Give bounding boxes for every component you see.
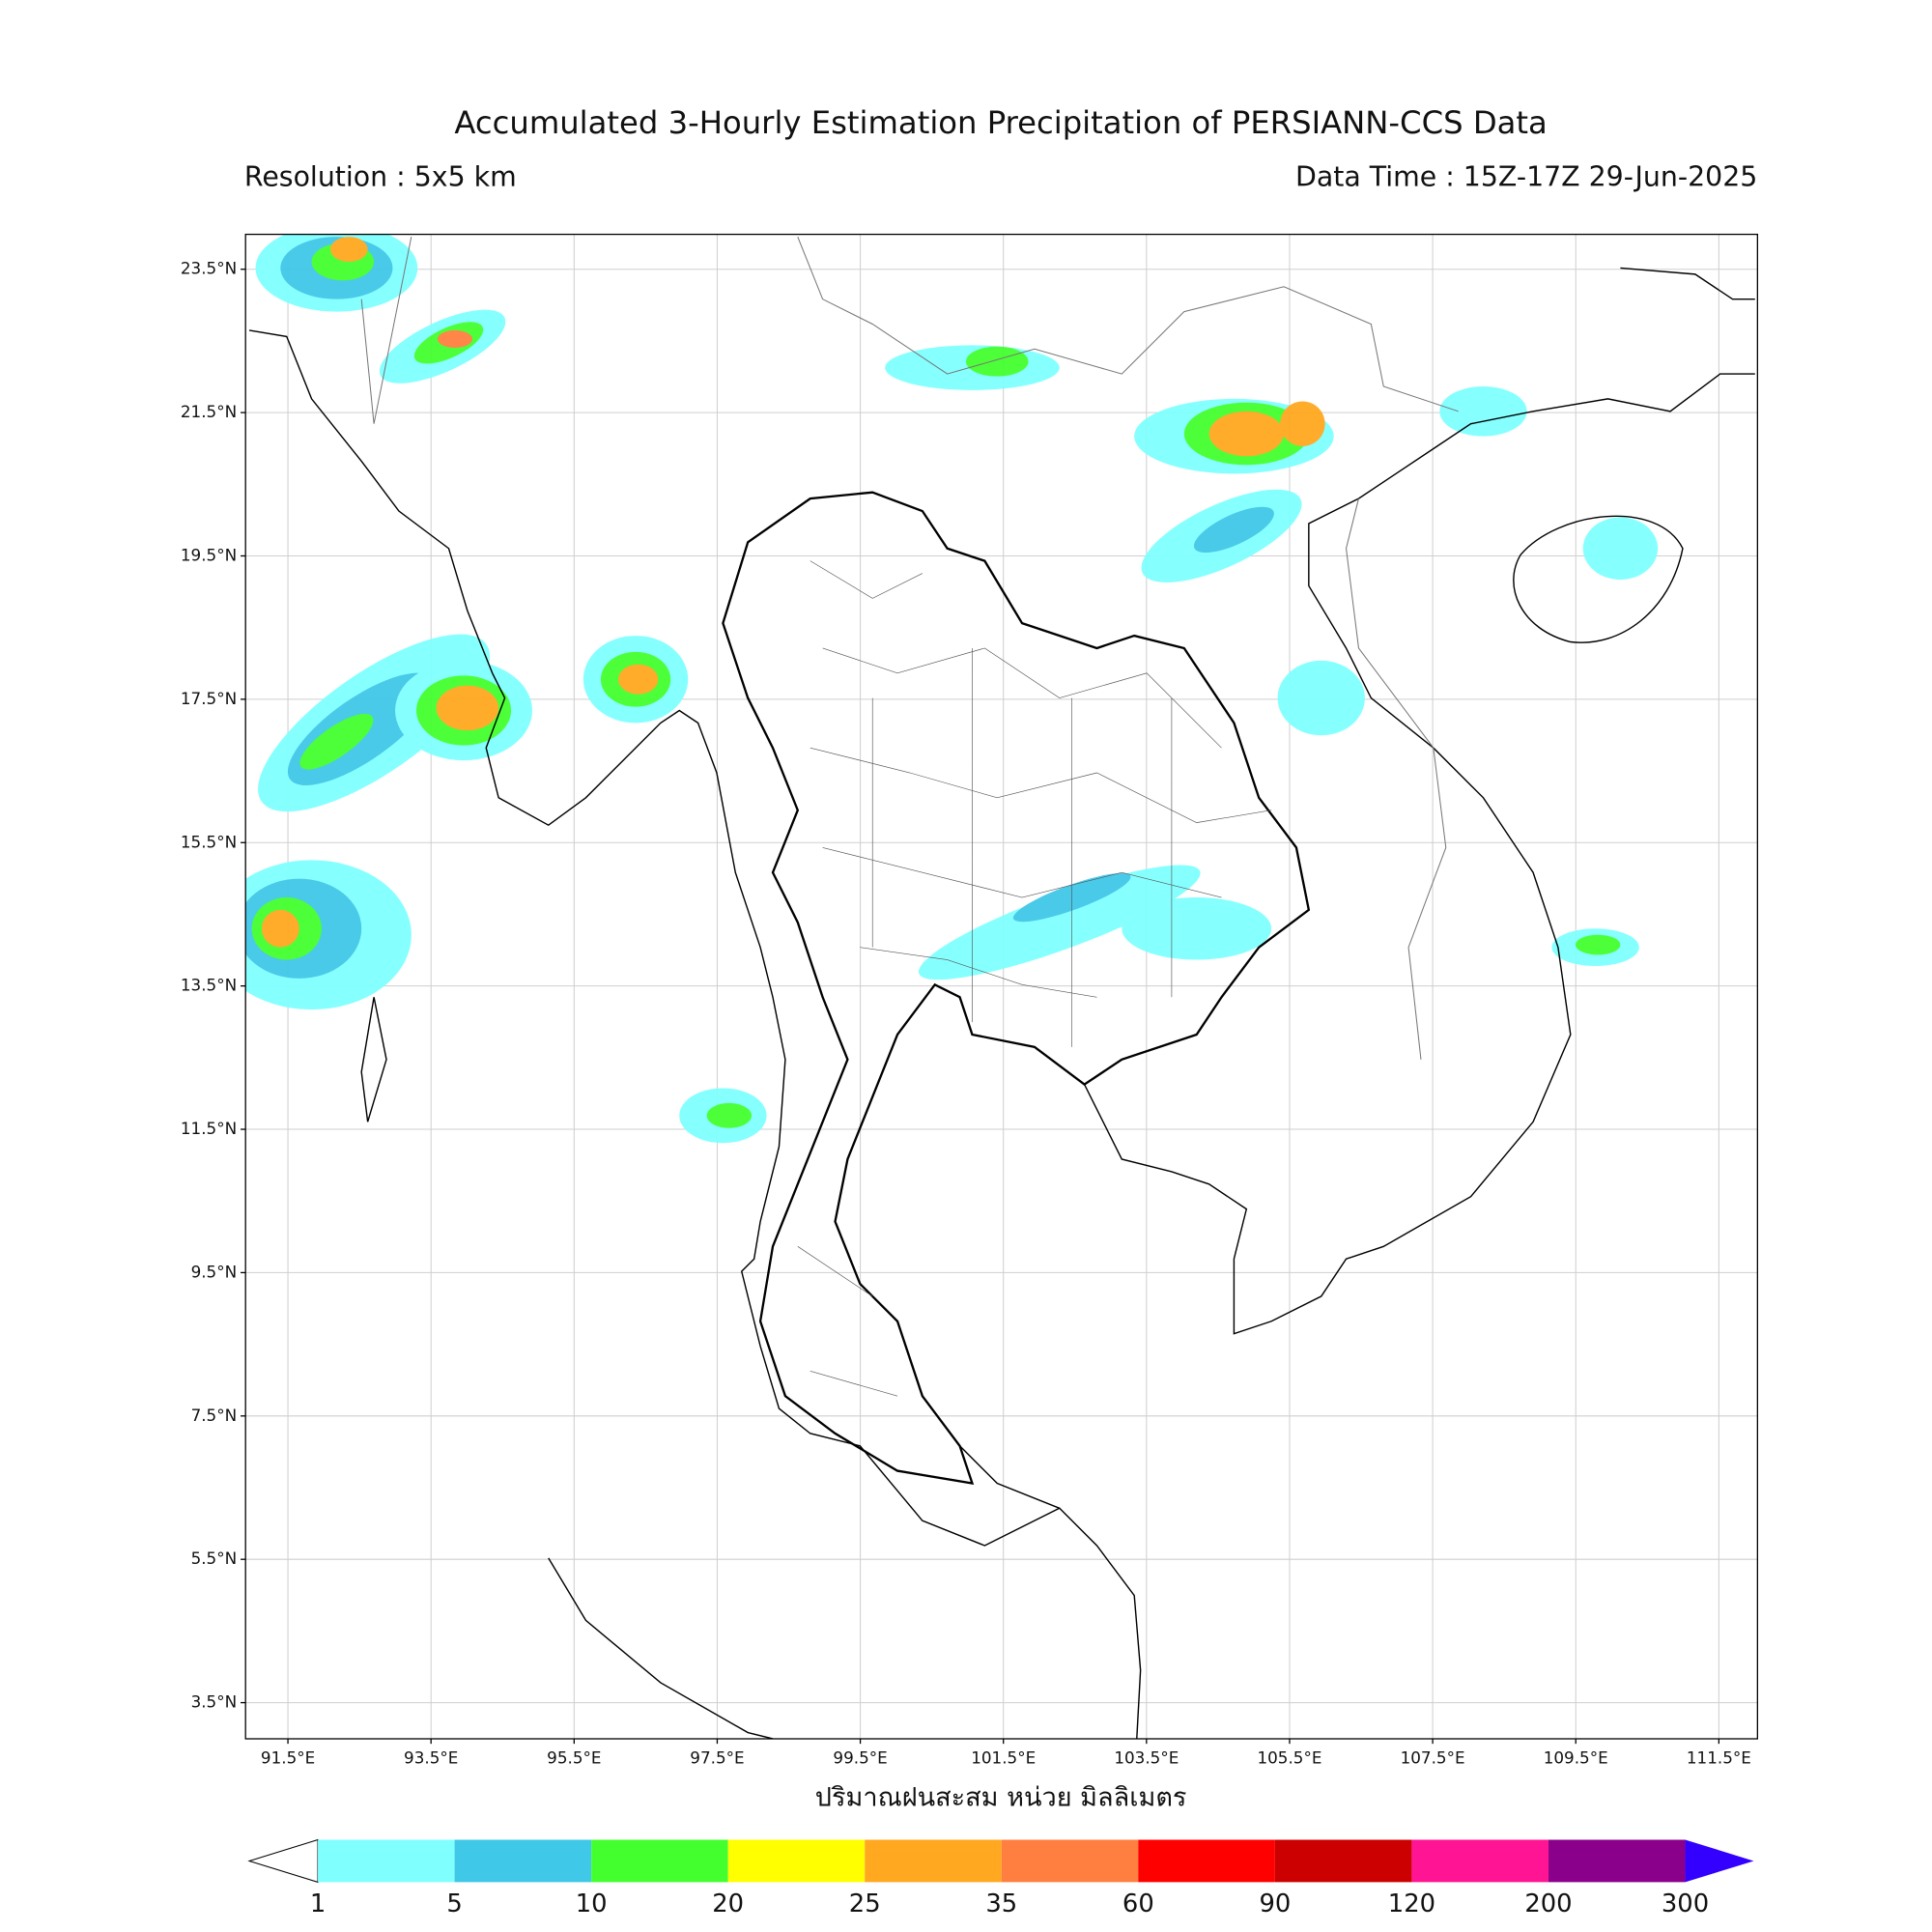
colorbar-tick-label: 300 bbox=[1662, 1889, 1709, 1918]
colorbar-box bbox=[591, 1839, 728, 1883]
thailand-border bbox=[722, 491, 1311, 1485]
lat-tick-label: 19.5°N bbox=[181, 545, 237, 564]
colorbar-over bbox=[1685, 1839, 1754, 1883]
colorbar-box bbox=[1274, 1839, 1412, 1883]
lat-tick-label: 21.5°N bbox=[181, 402, 237, 421]
colorbar-box bbox=[1548, 1839, 1686, 1883]
map bbox=[245, 234, 1755, 1739]
lat-tick-label: 9.5°N bbox=[191, 1262, 238, 1281]
borders bbox=[360, 236, 1459, 1060]
colorbar-box bbox=[318, 1839, 455, 1883]
colorbar-box bbox=[1138, 1839, 1275, 1883]
colorbar-tick-label: 5 bbox=[446, 1889, 462, 1918]
provinces bbox=[797, 560, 1272, 1397]
lat-tick-label: 11.5°N bbox=[181, 1119, 237, 1138]
colorbar-tick-label: 10 bbox=[576, 1889, 608, 1918]
resolution: Resolution : 5x5 km bbox=[244, 161, 517, 193]
lon-tick-label: 101.5°E bbox=[971, 1748, 1036, 1768]
colorbar-tick-label: 35 bbox=[985, 1889, 1017, 1918]
colorbar: 1 5 10 20 25 35 60 90 120 200 300 bbox=[247, 1838, 1754, 1918]
colorbar-box bbox=[865, 1839, 1002, 1883]
lat-tick-label: 17.5°N bbox=[181, 689, 237, 708]
colorbar-tick-label: 20 bbox=[712, 1889, 744, 1918]
lon-tick-label: 107.5°E bbox=[1401, 1748, 1465, 1768]
lat-tick-label: 13.5°N bbox=[181, 976, 237, 995]
lat-tick-label: 23.5°N bbox=[181, 259, 237, 278]
colorbar-under bbox=[247, 1838, 319, 1884]
colorbar-tick-label: 25 bbox=[849, 1889, 881, 1918]
lat-tick-label: 3.5°N bbox=[191, 1692, 238, 1712]
colorbar-tick-label: 90 bbox=[1259, 1889, 1291, 1918]
coastlines bbox=[248, 267, 1755, 1739]
grid: 23.5°N 21.5°N 19.5°N 17.5°N 15.5°N 13.5°N 11.5… bbox=[181, 234, 1758, 1768]
colorbar-tick-label: 1 bbox=[310, 1889, 326, 1918]
colorbar-box bbox=[727, 1839, 866, 1883]
lon-tick-label: 97.5°E bbox=[690, 1748, 744, 1768]
data-time: Data Time : 15Z-17Z 29-Jun-2025 bbox=[1295, 161, 1757, 193]
colorbar-tick-label: 120 bbox=[1388, 1889, 1435, 1918]
colorbar-label: ปริมาณฝนสะสม หน่วย มิลลิเมตร bbox=[815, 1782, 1187, 1812]
lon-tick-label: 95.5°E bbox=[547, 1748, 601, 1768]
colorbar-tick-label: 60 bbox=[1122, 1889, 1154, 1918]
lon-tick-label: 93.5°E bbox=[404, 1748, 458, 1768]
title: Accumulated 3-Hourly Estimation Precipit… bbox=[454, 104, 1547, 141]
lat-tick-label: 7.5°N bbox=[191, 1406, 238, 1425]
colorbar-box bbox=[1001, 1839, 1139, 1883]
lon-tick-label: 103.5°E bbox=[1114, 1748, 1179, 1768]
lat-tick-label: 5.5°N bbox=[191, 1548, 238, 1568]
rain bbox=[245, 234, 1659, 1144]
lon-tick-label: 99.5°E bbox=[833, 1748, 887, 1768]
lon-tick-label: 105.5°E bbox=[1257, 1748, 1321, 1768]
colorbar-tick-label: 200 bbox=[1524, 1889, 1572, 1918]
lon-tick-label: 111.5°E bbox=[1687, 1748, 1751, 1768]
lon-tick-label: 109.5°E bbox=[1544, 1748, 1608, 1768]
lat-tick-label: 15.5°N bbox=[181, 832, 237, 851]
map-frame bbox=[244, 233, 1758, 1740]
lon-tick-label: 91.5°E bbox=[261, 1748, 315, 1768]
colorbar-box bbox=[1411, 1839, 1548, 1883]
colorbar-box bbox=[454, 1839, 592, 1883]
